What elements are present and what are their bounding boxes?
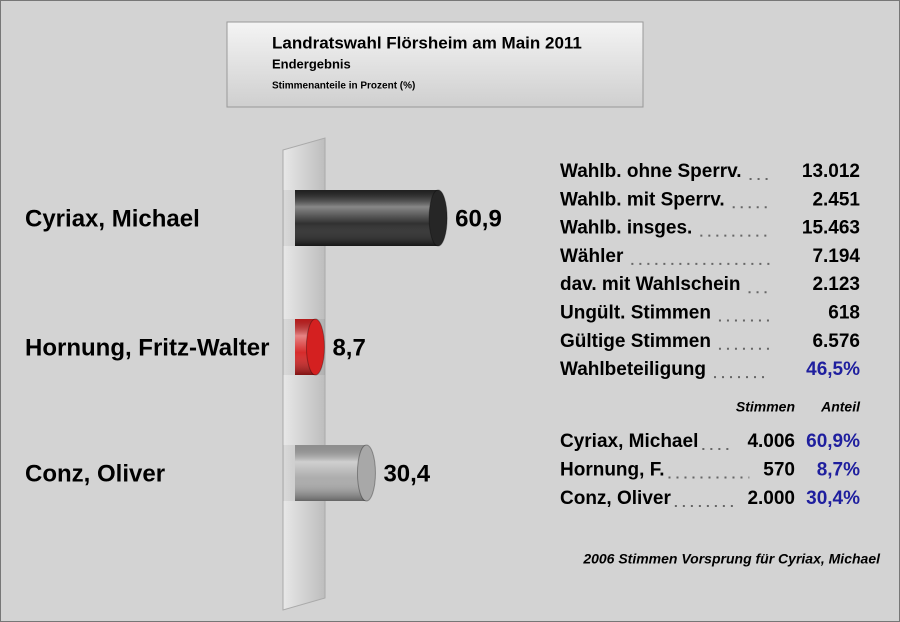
bar-shine (295, 190, 439, 246)
stat-value: 2.123 (812, 274, 860, 295)
value-label: 8,7 (332, 334, 365, 361)
category-label: Hornung, Fritz-Walter (25, 334, 269, 361)
results-header: Stimmen (736, 399, 795, 415)
stat-value: 6.576 (812, 331, 860, 352)
value-label: 30,4 (383, 460, 430, 487)
unit-label: Stimmenanteile in Prozent (%) (272, 81, 415, 92)
stat-value: 13.012 (802, 161, 860, 182)
result-votes: 2.000 (747, 488, 795, 509)
value-label: 60,9 (455, 205, 502, 232)
bar-cap (356, 444, 376, 502)
stat-label: Ungült. Stimmen (560, 303, 711, 324)
result-share: 30,4% (806, 488, 860, 509)
stat-value: 46,5% (806, 359, 860, 380)
result-name: Cyriax, Michael (560, 431, 698, 452)
chart-title: Landratswahl Flörsheim am Main 2011 (272, 33, 582, 52)
stat-label: Wahlb. mit Sperrv. (560, 189, 725, 210)
result-share: 8,7% (817, 460, 860, 481)
bar-cap (305, 318, 325, 376)
stat-label: dav. mit Wahlschein (560, 274, 741, 295)
stat-value: 7.194 (812, 246, 860, 267)
results-header: Anteil (820, 399, 861, 415)
stat-label: Wahlb. insges. (560, 218, 692, 239)
footnote: 2006 Stimmen Vorsprung für Cyriax, Micha… (582, 551, 881, 567)
result-share: 60,9% (806, 431, 860, 452)
stat-label: Wahlb. ohne Sperrv. (560, 161, 742, 182)
stat-label: Gültige Stimmen (560, 331, 711, 352)
title-box (226, 21, 644, 108)
stat-value: 15.463 (802, 218, 860, 239)
category-label: Conz, Oliver (25, 460, 165, 487)
stat-label: Wähler (560, 246, 624, 267)
bar-cap (428, 189, 448, 247)
bar-shine (295, 445, 367, 501)
result-votes: 570 (763, 460, 795, 481)
result-votes: 4.006 (747, 431, 795, 452)
stat-label: Wahlbeteiligung (560, 359, 706, 380)
stat-value: 2.451 (812, 189, 860, 210)
stat-value: 618 (828, 303, 860, 324)
result-name: Conz, Oliver (560, 488, 671, 509)
category-label: Cyriax, Michael (25, 205, 200, 232)
result-name: Hornung, F. (560, 460, 664, 481)
subtitle: Endergebnis (272, 56, 351, 71)
